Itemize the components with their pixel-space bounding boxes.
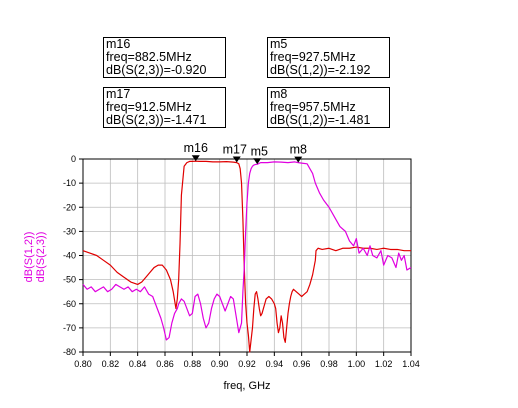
x-tick-label: 0.82 [102, 359, 120, 369]
x-tick-label: 0.88 [184, 359, 202, 369]
x-tick-label: 1.02 [375, 359, 393, 369]
marker-box-freq: freq=957.5MHz [270, 100, 356, 114]
x-tick-label: 1.04 [402, 359, 420, 369]
marker-box-value: dB(S(2,3))=-0.920 [106, 63, 207, 77]
y-tick-label: -10 [63, 178, 76, 188]
y-tick-label: -40 [63, 251, 76, 261]
marker-box-freq: freq=882.5MHz [106, 50, 192, 64]
x-tick-label: 0.84 [129, 359, 147, 369]
x-tick-label: 0.94 [266, 359, 284, 369]
marker-box-m5: m5 freq=927.5MHz dB(S(1,2))=-2.192 [267, 37, 390, 78]
marker-label-m17: m17 [223, 143, 247, 157]
marker-triangle-m5 [253, 158, 262, 165]
x-axis-label: freq, GHz [223, 380, 270, 392]
series-line-db-s-2-3 [82, 160, 411, 353]
marker-box-value: dB(S(1,2))=-1.481 [270, 113, 371, 127]
marker-triangle-m8 [294, 156, 303, 163]
marker-triangle-m17 [232, 156, 241, 163]
x-tick-label: 0.80 [74, 359, 92, 369]
y-tick-label: -30 [63, 226, 76, 236]
marker-box-freq: freq=912.5MHz [106, 100, 192, 114]
y-tick-label: -80 [63, 347, 76, 357]
markers: m16 m17 m5 m8 [184, 141, 307, 165]
marker-box-name: m17 [106, 87, 131, 101]
y-axis-label-s23: dB(S(2,3)) [35, 232, 47, 283]
x-tick-label: 0.92 [238, 359, 256, 369]
y-tick-label: -20 [63, 202, 76, 212]
marker-box-name: m16 [106, 37, 131, 51]
marker-box-name: m5 [270, 37, 288, 51]
x-tick-label: 0.98 [320, 359, 338, 369]
x-tick-label: 0.96 [293, 359, 311, 369]
x-tick-label: 0.90 [211, 359, 229, 369]
series-line-db-s-1-2 [82, 161, 412, 341]
marker-box-value: dB(S(1,2))=-2.192 [270, 63, 371, 77]
axes: 0.80 0.82 0.84 0.86 0.88 0.90 0.92 0.94 0.96 0.98… [63, 154, 420, 369]
marker-box-m17: m17 freq=912.5MHz dB(S(2,3))=-1.471 [103, 87, 226, 128]
marker-box-value: dB(S(2,3))=-1.471 [106, 113, 207, 127]
y-tick-label: -60 [63, 299, 76, 309]
y-tick-label: -70 [63, 323, 76, 333]
series-lines [82, 160, 412, 353]
y-axis-label-s12: dB(S(1,2)) [23, 232, 35, 283]
marker-label-m8: m8 [290, 143, 307, 157]
y-tick-label: 0 [71, 154, 76, 164]
marker-box-m16: m16 freq=882.5MHz dB(S(2,3))=-0.920 [103, 37, 226, 78]
marker-label-m16: m16 [184, 141, 208, 155]
marker-box-name: m8 [270, 87, 288, 101]
marker-triangle-m16 [191, 155, 200, 162]
x-tick-label: 1.00 [348, 359, 366, 369]
y-tick-label: -50 [63, 275, 76, 285]
marker-label-m5: m5 [251, 144, 268, 158]
marker-box-freq: freq=927.5MHz [270, 50, 356, 64]
marker-box-m8: m8 freq=957.5MHz dB(S(1,2))=-1.481 [267, 87, 390, 128]
x-tick-label: 0.86 [156, 359, 174, 369]
